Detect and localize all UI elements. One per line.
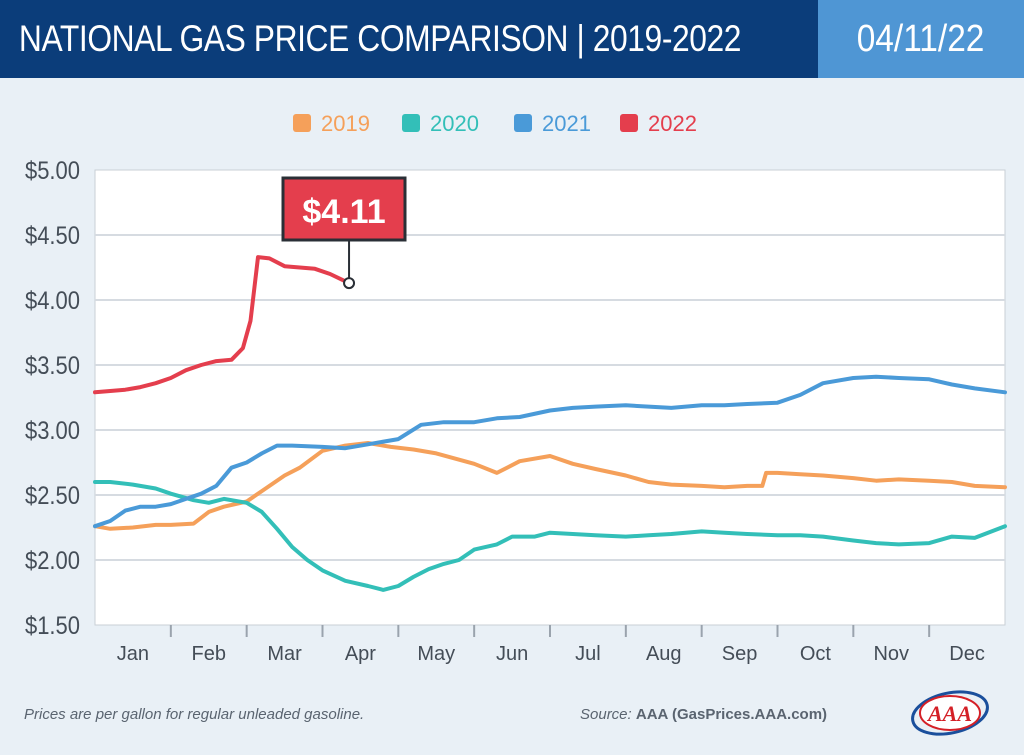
callout-box [281,176,407,242]
callout-label: $4.11 [302,193,385,231]
header: NATIONAL GAS PRICE COMPARISON | 2019-202… [0,0,1024,78]
x-axis: Jan Feb Mar Apr May Jun Jul Aug Sep Oct Nov Dec [117,625,985,665]
callout: $4.11 [281,176,407,290]
source-value: AAA (GasPrices.AAA.com) [635,706,828,723]
legend-label-2020: 2020 [430,111,479,136]
title-bar: NATIONAL GAS PRICE COMPARISON | 2019-202… [0,0,818,78]
plot-area [94,169,1006,626]
x-tick-label: Aug [646,643,682,665]
series-line-2021 [93,374,1007,529]
y-tick-label: $2.00 [25,547,80,575]
legend: 2019 2020 2021 2022 [293,111,697,136]
aaa-logo-icon: AAA [911,690,989,736]
page-title: NATIONAL GAS PRICE COMPARISON | 2019-202… [18,18,742,59]
gas-price-chart: 2019 2020 2021 2022 $1.50 $2.00 $2.50 $3.00 $3.… [25,111,1007,665]
legend-swatch-2019 [293,114,311,132]
y-tick-label: $5.00 [25,157,80,185]
date-box: 04/11/22 [818,0,1024,78]
x-tick-label: Mar [267,643,302,665]
legend-swatch-2021 [514,114,532,132]
source-label: Source: [580,706,632,723]
legend-label-2019: 2019 [321,111,370,136]
legend-label-2021: 2021 [542,111,591,136]
y-tick-label: $4.00 [25,287,80,315]
x-tick-label: Nov [873,643,909,665]
x-tick-label: Oct [800,643,832,665]
x-tick-label: Sep [722,643,758,665]
source: Source: AAA (GasPrices.AAA.com) [580,706,827,723]
y-tick-label: $3.50 [25,352,80,380]
legend-swatch-2020 [402,114,420,132]
x-tick-label: Jan [117,643,149,665]
series-lines [93,255,1007,592]
x-tick-label: Jun [496,643,528,665]
x-tick-label: May [417,643,455,665]
series-line-2022 [93,255,351,395]
legend-swatch-2022 [620,114,638,132]
x-tick-label: Jul [575,643,601,665]
date-label: 04/11/22 [857,17,985,60]
legend-label-2022: 2022 [648,111,697,136]
y-tick-label: $1.50 [25,612,80,640]
series-line-2019 [93,441,1007,531]
series-line-2020 [93,480,1007,592]
y-tick-label: $4.50 [25,222,80,250]
y-tick-label: $2.50 [25,482,80,510]
x-tick-label: Feb [192,643,226,665]
grid [95,234,1005,561]
svg-text:AAA: AAA [926,701,972,726]
callout-dot [343,277,356,290]
y-tick-label: $3.00 [25,417,80,445]
x-tick-label: Apr [345,643,376,665]
x-tick-label: Dec [949,643,985,665]
footnote: Prices are per gallon for regular unlead… [24,706,365,723]
y-axis: $1.50 $2.00 $2.50 $3.00 $3.50 $4.00 $4.50 $5.00 [25,157,80,640]
